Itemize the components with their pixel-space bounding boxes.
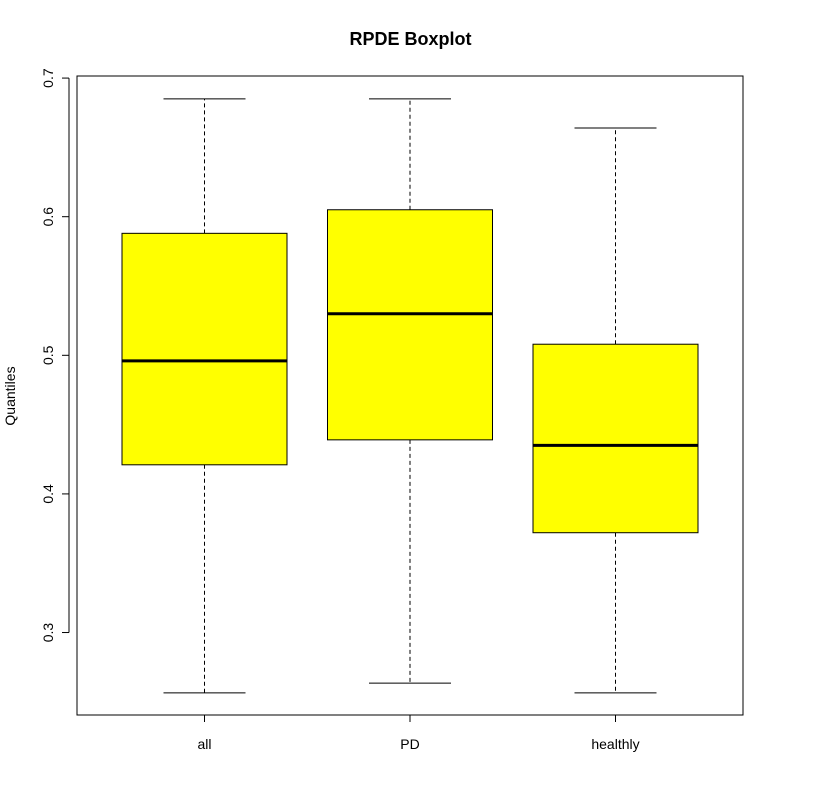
- x-tick-label-0: all: [197, 736, 211, 752]
- box-PD: [327, 98, 493, 684]
- y-axis: 0.3 0.4 0.5 0.6 0.7: [40, 68, 70, 643]
- y-tick-label-1: 0.4: [40, 484, 56, 504]
- y-axis-label: Quantiles: [2, 366, 18, 425]
- y-tick-label-2: 0.5: [40, 345, 56, 365]
- y-tick-label-4: 0.7: [40, 68, 56, 88]
- y-tick-label-3: 0.6: [40, 207, 56, 227]
- x-axis: all PD healthly: [197, 714, 640, 752]
- x-tick-label-2: healthly: [591, 736, 639, 752]
- box-body: [532, 343, 699, 534]
- box-body: [327, 209, 493, 441]
- chart-title: RPDE Boxplot: [349, 29, 471, 49]
- x-tick-label-1: PD: [400, 736, 419, 752]
- box-body: [121, 232, 288, 466]
- box-all: [121, 98, 288, 694]
- y-tick-label-0: 0.3: [40, 623, 56, 643]
- box-healthly: [532, 127, 699, 694]
- boxes: [121, 98, 699, 694]
